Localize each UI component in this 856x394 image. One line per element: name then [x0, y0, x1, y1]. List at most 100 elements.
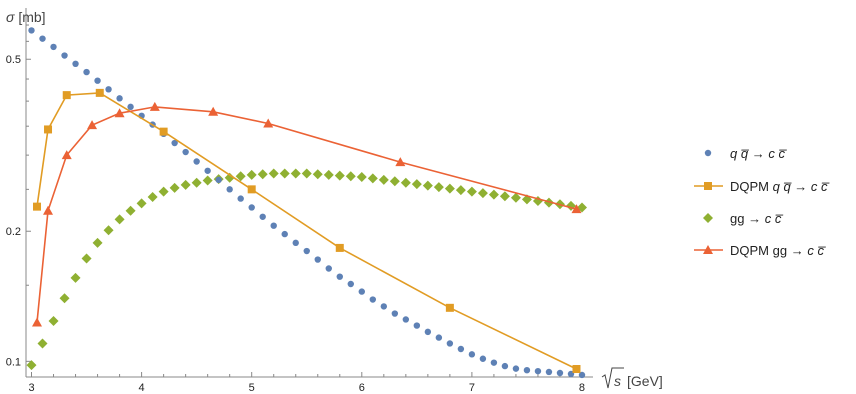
- data-point: [479, 355, 487, 362]
- data-point: [488, 189, 499, 200]
- axes: 3 4 5 6 7 8 0.1 0.2 0.5 σ [mb] s [GeV]: [6, 8, 663, 394]
- data-point: [33, 202, 42, 211]
- data-point: [95, 88, 104, 97]
- data-point: [235, 171, 246, 182]
- legend-label-part: q: [769, 179, 781, 194]
- x-tick-label: 3: [28, 382, 34, 394]
- legend-item-0: q q̅ → c c̅: [704, 146, 787, 161]
- data-point: [572, 365, 581, 374]
- plot-area: [26, 27, 587, 379]
- data-point: [61, 52, 68, 59]
- x-tick-label: 7: [469, 382, 475, 394]
- legend-label-part: c: [765, 146, 776, 161]
- data-point: [105, 86, 112, 93]
- data-point: [358, 288, 365, 295]
- data-point: [312, 169, 323, 180]
- data-point: [422, 180, 433, 191]
- data-point: [433, 182, 444, 193]
- data-point: [50, 43, 57, 51]
- data-point: [114, 108, 125, 118]
- data-point: [281, 230, 288, 238]
- data-point: [116, 95, 123, 102]
- data-point: [149, 101, 160, 111]
- series-2: [26, 168, 587, 371]
- legend-label-part: →: [744, 211, 761, 226]
- data-point: [301, 168, 312, 179]
- data-point: [226, 186, 233, 193]
- legend-marker: [703, 213, 713, 223]
- data-point: [395, 157, 406, 167]
- legend-label: gg → c c̅: [730, 211, 783, 226]
- data-point: [444, 183, 455, 194]
- data-point: [369, 296, 377, 303]
- data-point: [389, 176, 400, 187]
- legend-marker: [704, 182, 712, 190]
- data-point: [290, 168, 301, 179]
- legend-label-part: DQPM: [730, 179, 769, 194]
- data-point: [571, 204, 582, 214]
- data-point: [314, 256, 321, 263]
- data-point: [59, 293, 70, 304]
- data-point: [334, 170, 345, 181]
- legend-label-part: gg: [730, 211, 744, 226]
- legend-label-part: c̅: [814, 243, 826, 258]
- data-point: [356, 172, 367, 183]
- data-point: [62, 91, 71, 100]
- data-point: [424, 328, 432, 336]
- x-axis-label-unit: [GeV]: [627, 373, 663, 389]
- legend-label-part: c̅: [775, 146, 787, 161]
- data-point: [545, 368, 553, 376]
- series-0: [28, 27, 586, 379]
- data-point: [193, 158, 200, 165]
- data-point: [204, 167, 211, 174]
- legend-label-part: →: [748, 146, 765, 161]
- data-point: [208, 106, 219, 116]
- data-point: [180, 179, 191, 190]
- data-point: [512, 365, 520, 372]
- x-tick-label: 5: [249, 382, 255, 394]
- data-point: [70, 272, 81, 283]
- data-point: [44, 125, 53, 134]
- data-point: [378, 174, 389, 185]
- legend-label: DQPM q q̅ → c c̅: [730, 179, 830, 194]
- data-point: [28, 27, 35, 34]
- data-point: [37, 338, 48, 349]
- data-point: [380, 303, 388, 310]
- data-point: [61, 150, 72, 160]
- data-point: [336, 273, 343, 280]
- legend-label-part: c̅: [817, 179, 829, 194]
- data-point: [457, 345, 465, 353]
- data-point: [435, 334, 443, 341]
- data-point: [103, 225, 114, 236]
- data-point: [246, 169, 257, 180]
- data-point: [169, 182, 180, 193]
- data-point: [43, 205, 54, 215]
- data-point: [510, 192, 521, 203]
- legend-label-part: c: [761, 211, 772, 226]
- legend-label: q q̅ → c c̅: [730, 146, 787, 161]
- series-3: [32, 101, 582, 327]
- data-point: [215, 176, 222, 184]
- legend-label-part: q: [730, 146, 738, 161]
- legend-label-part: c̅: [771, 211, 783, 226]
- legend: q q̅ → c c̅ DQPM q q̅ → c c̅ gg → c c̅ DQPM…: [694, 146, 830, 258]
- legend-label-part: c: [807, 179, 818, 194]
- data-point: [455, 185, 466, 196]
- data-point: [202, 175, 213, 186]
- y-axis-label-unit: [mb]: [14, 9, 45, 25]
- data-point: [523, 366, 531, 374]
- data-point: [114, 214, 125, 225]
- data-point: [292, 239, 299, 247]
- data-point: [125, 205, 136, 216]
- legend-item-2: gg → c c̅: [703, 211, 783, 226]
- legend-label-part: DQPM gg: [730, 243, 787, 258]
- data-point: [402, 316, 410, 323]
- x-tick-label: 8: [579, 382, 585, 394]
- data-point: [26, 360, 37, 371]
- legend-label-part: c: [804, 243, 815, 258]
- data-point: [158, 186, 169, 197]
- data-point: [224, 172, 235, 183]
- data-point: [94, 77, 101, 84]
- x-axis-label-var: s: [614, 373, 621, 389]
- data-point: [446, 340, 454, 347]
